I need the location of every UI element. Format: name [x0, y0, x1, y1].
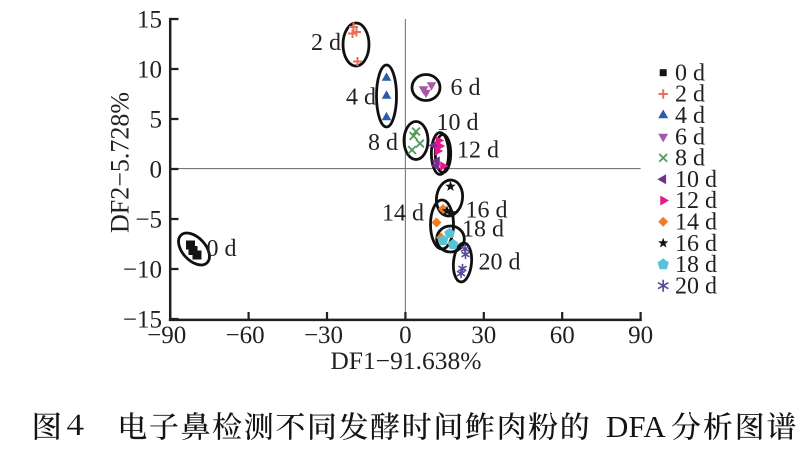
svg-text:−10: −10	[123, 256, 162, 283]
svg-text:−90: −90	[147, 322, 186, 349]
svg-text:4 d: 4 d	[346, 84, 376, 110]
svg-text:15: 15	[137, 6, 162, 33]
svg-text:16 d: 16 d	[466, 198, 508, 224]
svg-text:10 d: 10 d	[437, 110, 479, 136]
svg-text:−30: −30	[304, 322, 343, 349]
svg-text:DF2−5.728%: DF2−5.728%	[105, 92, 134, 233]
svg-text:12 d: 12 d	[457, 137, 499, 163]
svg-text:10 d: 10 d	[675, 167, 717, 193]
svg-text:5: 5	[150, 106, 163, 133]
svg-text:10: 10	[137, 56, 162, 83]
svg-text:0 d: 0 d	[207, 236, 237, 262]
svg-text:−60: −60	[226, 322, 265, 349]
svg-text:20 d: 20 d	[675, 273, 717, 299]
svg-text:2 d: 2 d	[311, 30, 341, 56]
svg-text:18 d: 18 d	[675, 252, 717, 278]
svg-text:18 d: 18 d	[462, 216, 504, 242]
svg-text:0 d: 0 d	[675, 60, 705, 86]
svg-text:−15: −15	[123, 306, 162, 333]
svg-text:60: 60	[550, 322, 575, 349]
svg-text:0: 0	[150, 156, 163, 183]
svg-text:0: 0	[399, 322, 412, 349]
svg-text:6 d: 6 d	[675, 124, 705, 150]
svg-text:DFA: DFA	[606, 409, 666, 444]
svg-text:30: 30	[471, 322, 496, 349]
svg-text:6 d: 6 d	[451, 75, 481, 101]
svg-text:20 d: 20 d	[479, 249, 521, 275]
svg-text:90: 90	[628, 322, 653, 349]
svg-text:DF1−91.638%: DF1−91.638%	[330, 346, 481, 375]
svg-text:8 d: 8 d	[368, 130, 398, 156]
svg-text:16 d: 16 d	[675, 231, 717, 257]
svg-text:2 d: 2 d	[675, 82, 705, 108]
svg-text:14 d: 14 d	[675, 210, 717, 236]
svg-text:4 d: 4 d	[675, 103, 705, 129]
svg-text:8 d: 8 d	[675, 146, 705, 172]
svg-text:14 d: 14 d	[382, 201, 424, 227]
svg-text:−5: −5	[135, 206, 162, 233]
svg-text:12 d: 12 d	[675, 188, 717, 214]
